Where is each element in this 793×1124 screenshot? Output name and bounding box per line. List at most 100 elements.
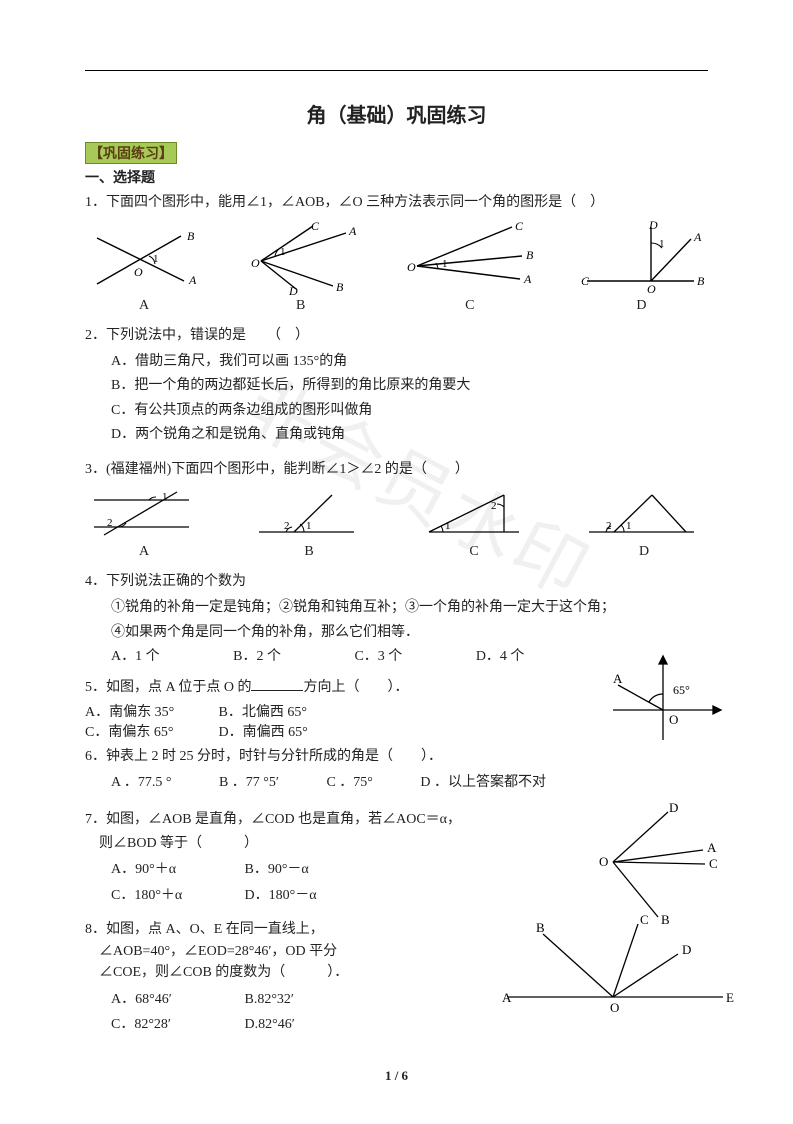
svg-text:B: B — [187, 229, 195, 243]
q1-label-a: A — [139, 298, 149, 314]
q4-line1: ①锐角的补角一定是钝角；②锐角和钝角互补；③一个角的补角一定大于这个角； — [111, 596, 708, 621]
q1-label-d: D — [636, 298, 646, 314]
svg-text:1: 1 — [153, 253, 159, 265]
q4-opt-b: B．2 个 — [233, 645, 281, 670]
blank — [251, 676, 303, 691]
question-3: 3．(福建福州)下面四个图形中，能判断∠1＞∠2 的是（ ） — [85, 458, 708, 482]
question-2: 2．下列说法中，错误的是 （ ） — [85, 324, 708, 348]
svg-text:C: C — [311, 221, 320, 233]
q1-fig-b: A C B D O 1 B — [241, 221, 361, 314]
q7-opt-b: B．90°－α — [245, 857, 375, 882]
svg-text:A: A — [348, 224, 357, 238]
svg-text:D: D — [669, 802, 678, 815]
q8-opt-b: B.82°32′ — [245, 987, 375, 1012]
q8-figure: A B C D E O — [488, 912, 738, 1022]
q4-line2: ④如果两个角是同一个角的补角，那么它们相等． — [111, 621, 708, 646]
svg-text:O: O — [669, 712, 678, 727]
q4-opt-a: A．1 个 — [111, 645, 160, 670]
q5-opt-d: D．南偏西 65° — [219, 725, 308, 740]
svg-text:A: A — [693, 230, 702, 244]
svg-text:O: O — [647, 282, 656, 296]
q1-fig-d: D A B C O 1 D — [579, 221, 704, 314]
svg-text:A: A — [613, 671, 623, 686]
svg-text:D: D — [288, 284, 298, 296]
svg-text:B: B — [526, 248, 534, 262]
svg-text:B: B — [536, 920, 545, 935]
question-4: 4．下列说法正确的个数为 — [85, 570, 708, 594]
q5-text: 5．如图，点 A 位于点 O 的 — [85, 680, 251, 695]
question-1: 1．下面四个图形中，能用∠1，∠AOB，∠O 三种方法表示同一个角的图形是（ ） — [85, 191, 708, 215]
svg-text:O: O — [407, 260, 416, 274]
svg-text:1: 1 — [442, 258, 448, 270]
q3-label-c: C — [469, 544, 478, 560]
q3-fig-a: 1 2 A — [89, 487, 199, 560]
svg-text:B: B — [336, 280, 344, 294]
q4-opt-c: C．3 个 — [354, 645, 402, 670]
svg-text:O: O — [599, 854, 608, 869]
q1-label-b: B — [296, 298, 305, 314]
q8-opt-a: A．68°46′ — [111, 987, 241, 1012]
svg-text:2: 2 — [107, 517, 113, 529]
section-heading: 一、选择题 — [85, 167, 708, 187]
q4-statements: ①锐角的补角一定是钝角；②锐角和钝角互补；③一个角的补角一定大于这个角； ④如果… — [85, 596, 708, 645]
page-title: 角（基础）巩固练习 — [85, 99, 708, 128]
svg-text:C: C — [709, 856, 718, 871]
svg-text:C: C — [640, 912, 649, 927]
q5-opt-a: A．南偏东 35° — [85, 701, 215, 721]
q3-fig-b: 1 2 B — [254, 487, 364, 560]
svg-text:B: B — [697, 274, 704, 288]
svg-text:A: A — [502, 990, 512, 1005]
svg-text:C: C — [515, 221, 524, 233]
q2-options: A．借助三角尺，我们可以画 135°的角 B．把一个角的两边都延长后，所得到的角… — [85, 350, 708, 448]
q2-opt-c: C．有公共顶点的两条边组成的图形叫做角 — [111, 399, 708, 424]
svg-text:A: A — [707, 840, 717, 855]
q6-opt-b: B ．77 °5′ — [219, 771, 279, 796]
q1-label-c: C — [465, 298, 474, 314]
svg-text:65°: 65° — [673, 683, 690, 697]
svg-text:1: 1 — [445, 520, 451, 532]
q1-fig-a: B A O 1 A — [89, 226, 199, 314]
q5-opt-c: C．南偏东 65° — [85, 721, 215, 741]
svg-text:A: A — [188, 273, 197, 287]
svg-text:1: 1 — [162, 491, 168, 503]
svg-text:D: D — [682, 942, 691, 957]
q8-opt-c: C．82°28′ — [111, 1012, 241, 1037]
svg-text:C: C — [581, 274, 590, 288]
page-number: 1 / 6 — [85, 1038, 708, 1084]
q2-opt-d: D．两个锐角之和是锐角、直角或钝角 — [111, 423, 708, 448]
svg-text:E: E — [726, 990, 734, 1005]
q1-figures: B A O 1 A A C B D O 1 — [85, 221, 708, 314]
q4-opt-d: D．4 个 — [476, 645, 525, 670]
q7-opt-d: D．180°－α — [245, 883, 375, 908]
q7-opt-c: C．180°＋α — [111, 883, 241, 908]
q5-figure: A 65° O — [593, 650, 723, 750]
svg-text:1: 1 — [306, 520, 312, 532]
q8-opt-d: D.82°46′ — [245, 1012, 375, 1037]
svg-text:1: 1 — [280, 246, 286, 258]
q7-opt-a: A．90°＋α — [111, 857, 241, 882]
svg-text:A: A — [523, 272, 532, 286]
q6-opt-a: A ．77.5 ° — [111, 771, 171, 796]
q3-figures: 1 2 A 1 2 B — [85, 487, 708, 560]
q1-fig-c: C B A O 1 C — [402, 221, 537, 314]
q3-fig-c: 1 2 C — [419, 487, 529, 560]
svg-text:O: O — [134, 265, 143, 279]
q6-options: A ．77.5 ° B ．77 °5′ C ．75° D ．以上答案都不对 — [85, 771, 708, 796]
q3-label-a: A — [139, 544, 149, 560]
q3-label-d: D — [639, 544, 649, 560]
q2-opt-b: B．把一个角的两边都延长后，所得到的角比原来的角要大 — [111, 374, 708, 399]
svg-text:O: O — [251, 256, 260, 270]
q6-opt-c: C ．75° — [326, 771, 372, 796]
top-rule — [85, 70, 708, 71]
svg-text:1: 1 — [626, 520, 632, 532]
svg-text:2: 2 — [491, 500, 497, 512]
q3-fig-d: 2 1 D — [584, 487, 704, 560]
svg-text:D: D — [648, 221, 658, 232]
q2-opt-a: A．借助三角尺，我们可以画 135°的角 — [111, 350, 708, 375]
svg-text:O: O — [610, 1000, 619, 1015]
q3-label-b: B — [304, 544, 313, 560]
q5-opt-b: B．北偏西 65° — [219, 705, 307, 720]
q6-opt-d: D ．以上答案都不对 — [420, 771, 546, 796]
practice-tag: 【巩固练习】 — [85, 142, 177, 164]
q5-tail: 方向上（ ）． — [303, 680, 408, 695]
